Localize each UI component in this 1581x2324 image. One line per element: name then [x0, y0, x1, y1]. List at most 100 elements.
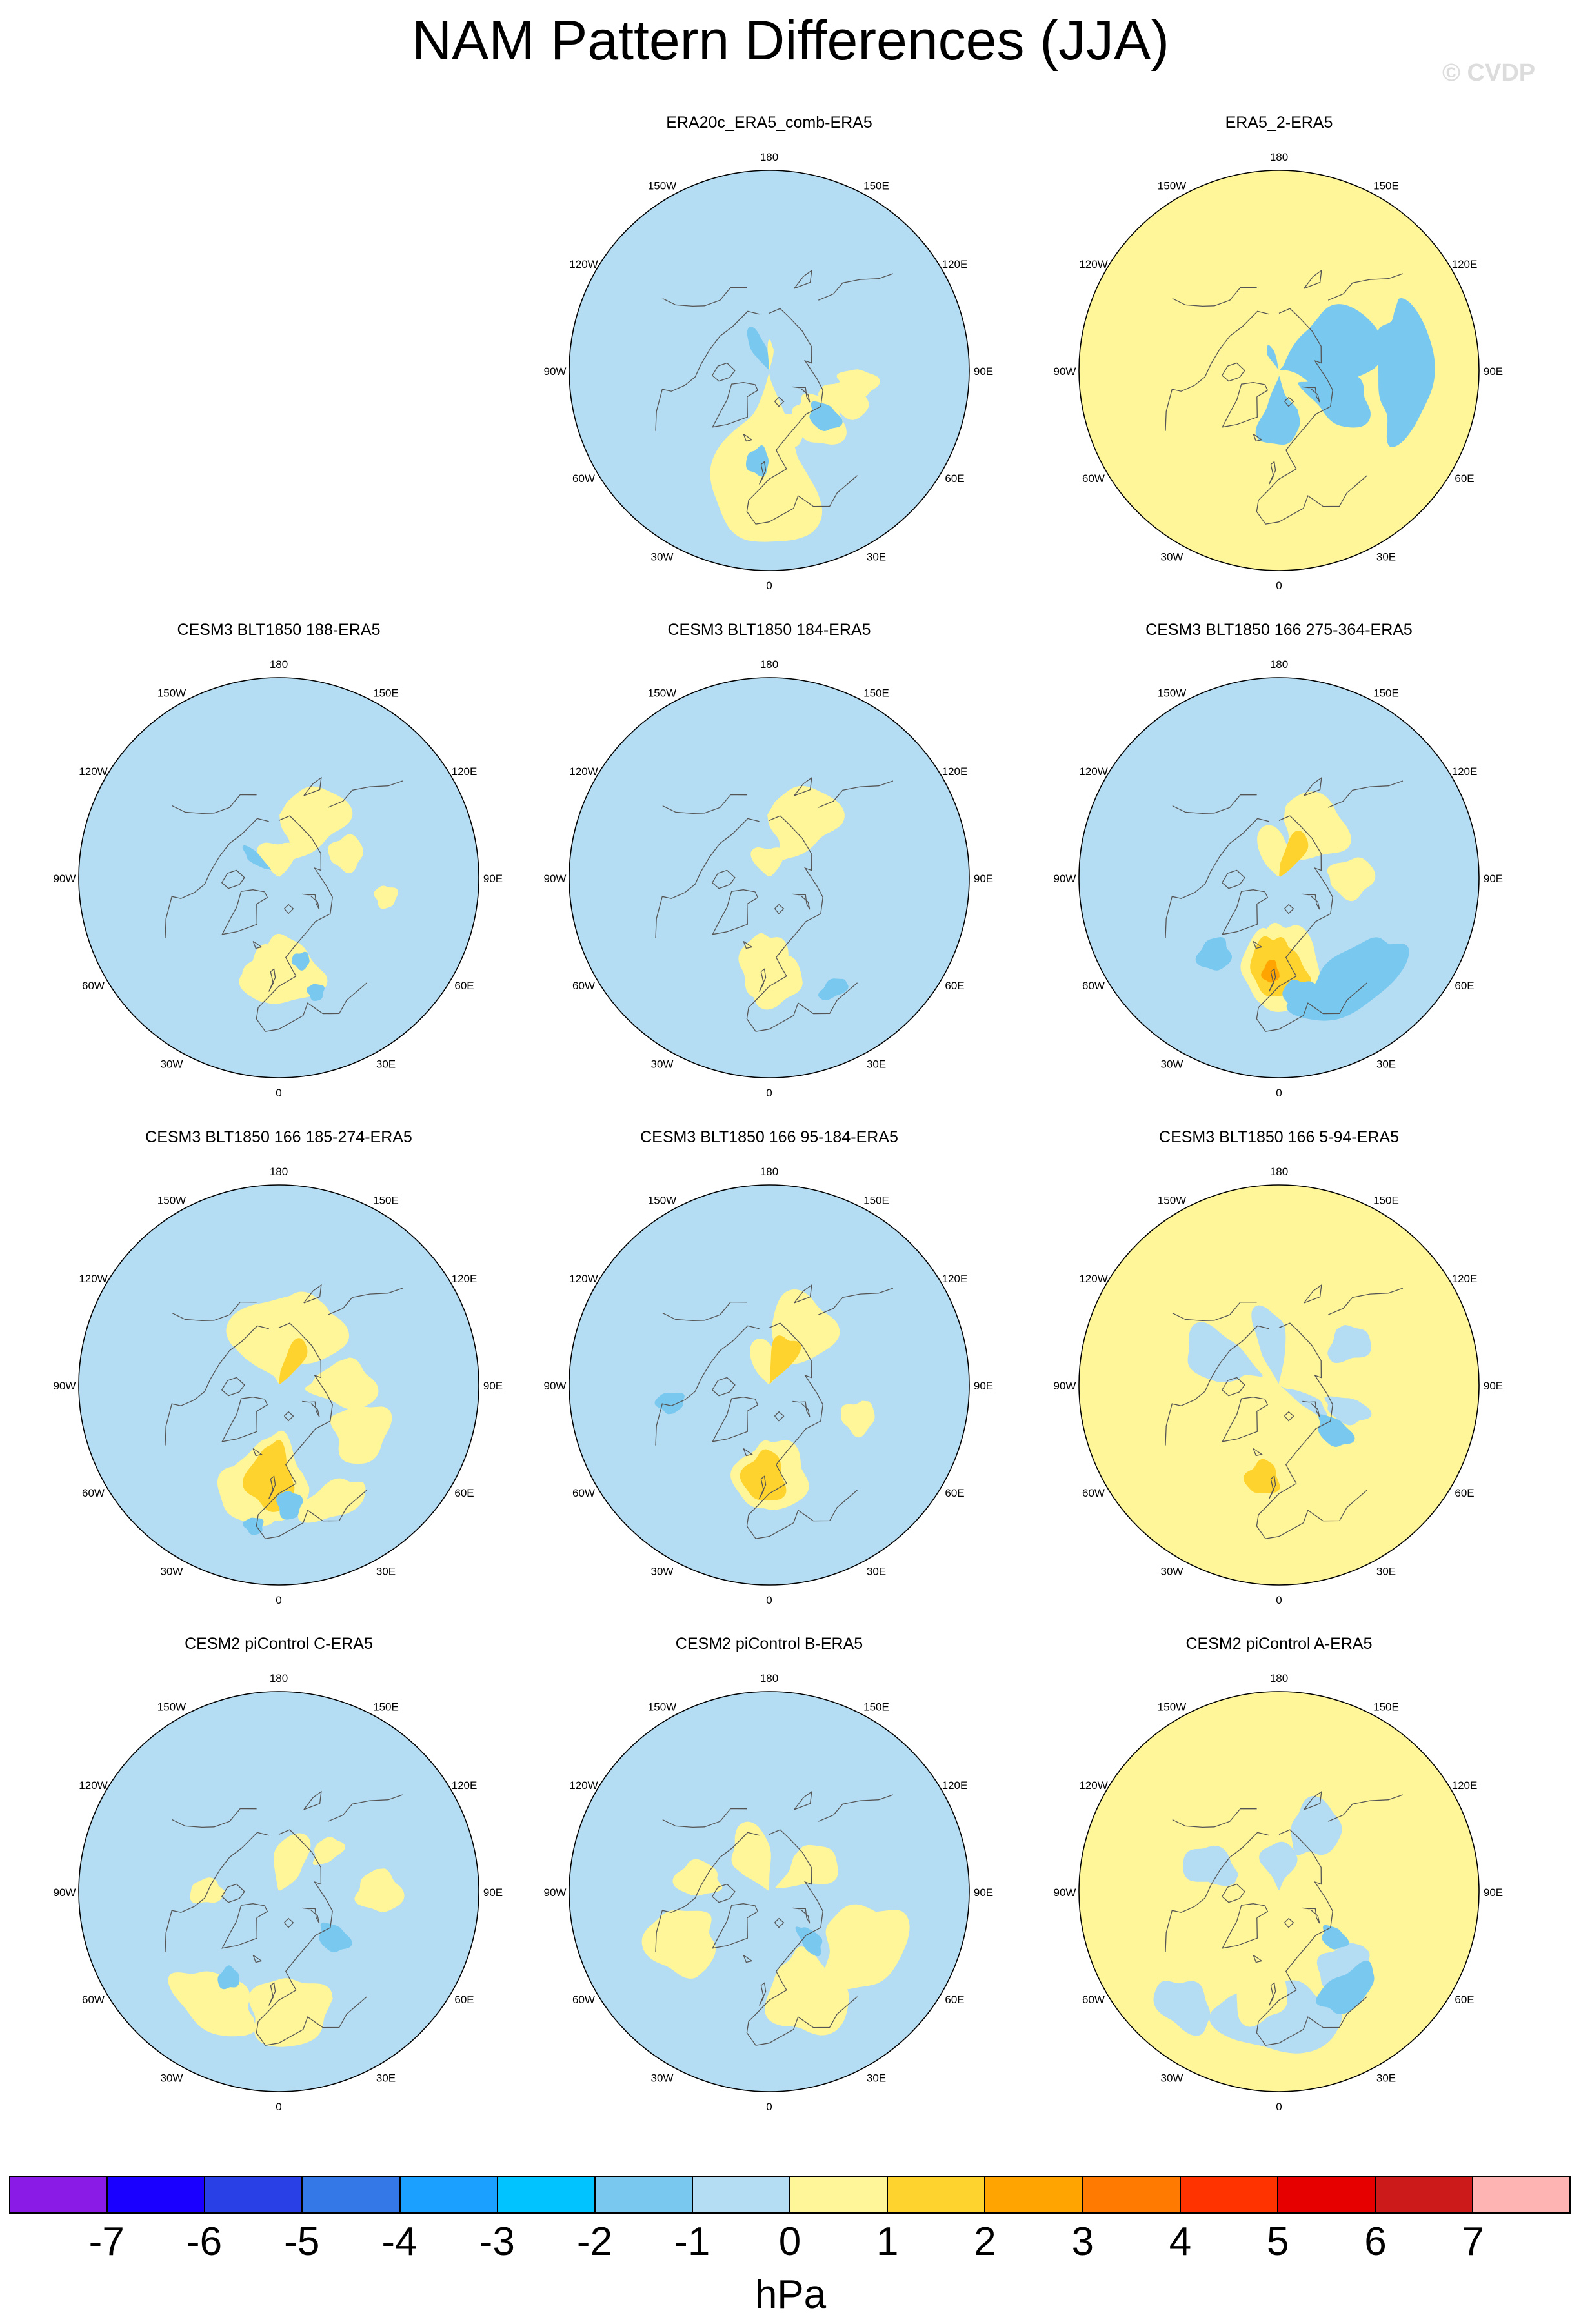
coastline	[221, 869, 245, 889]
coastline	[1302, 386, 1320, 403]
coastline	[1304, 1790, 1322, 1810]
panel-title: ERA5_2-ERA5	[1225, 114, 1333, 132]
longitude-label: 60E	[1455, 980, 1474, 992]
longitude-label: 120E	[942, 1273, 968, 1285]
polar-map: 180 150E 120E 90E 60E 30E 0 30W 60W 90W 120W 150W	[54, 1672, 503, 2113]
globe-outline	[569, 677, 970, 1078]
longitude-label: 150W	[648, 1195, 676, 1207]
positive-anomaly-region	[327, 834, 363, 874]
longitude-label: 30W	[651, 1566, 674, 1578]
longitude-label: 120W	[569, 1779, 598, 1792]
panel-title: CESM2 piControl A-ERA5	[1185, 1635, 1373, 1653]
longitude-label: 180	[760, 1672, 778, 1684]
longitude-label: 180	[760, 658, 778, 671]
coastline	[662, 287, 747, 307]
coastline	[1302, 893, 1320, 910]
coastline	[1269, 461, 1276, 485]
main-title: NAM Pattern Differences (JJA)	[411, 10, 1170, 72]
map-panel: CESM3 BLT1850 166 185-274-ERA5 180 150E 120…	[53, 1128, 505, 1638]
coastline	[165, 1325, 269, 1446]
longitude-label: 120E	[452, 765, 478, 778]
colorbar	[9, 2176, 1571, 2214]
longitude-label: 150W	[157, 1701, 186, 1713]
longitude-label: 180	[1270, 1672, 1288, 1684]
colorbar-box	[1473, 2177, 1569, 2212]
map-panel: CESM3 BLT1850 166 95-184-ERA5 180 150E 120E…	[543, 1128, 995, 1638]
coastline	[774, 1917, 785, 1928]
coastline	[792, 386, 811, 403]
colorbar-tick-label: 3	[1071, 2219, 1094, 2264]
coastline	[743, 433, 753, 442]
coastline	[711, 869, 736, 889]
coastline	[284, 904, 294, 914]
coastline	[172, 1808, 257, 1828]
coastline	[712, 1397, 759, 1442]
colorbar-tick-label: 6	[1364, 2219, 1387, 2264]
coastline	[284, 1917, 294, 1928]
positive-anomaly-region	[354, 1868, 405, 1912]
coastline	[655, 310, 760, 431]
coastline	[1269, 1982, 1276, 2006]
coastline	[1222, 382, 1269, 428]
coastline	[1253, 940, 1263, 949]
map-panel: CESM2 piControl A-ERA5 180 150E 120E 90E 60E 3…	[1053, 1635, 1505, 2145]
polar-map: 180 150E 120E 90E 60E 30E 0 30W 60W 90W 120W 150W	[54, 1166, 503, 1606]
longitude-label: 0	[766, 2101, 772, 2113]
longitude-label: 90W	[544, 365, 567, 378]
longitude-label: 150E	[863, 1195, 889, 1207]
longitude-label: 0	[276, 2101, 281, 2113]
panel-title: CESM3 BLT1850 166 185-274-ERA5	[145, 1128, 412, 1146]
colorbar-box	[1278, 2177, 1376, 2212]
coastline	[774, 1411, 785, 1422]
coastline	[284, 1411, 294, 1422]
colorbar-tick-label: 2	[974, 2219, 996, 2264]
negative-core-region	[276, 1491, 303, 1520]
longitude-label: 150W	[1158, 180, 1186, 192]
coastline	[711, 362, 736, 382]
coastline	[1256, 1990, 1368, 2046]
coastline	[746, 1990, 858, 2046]
longitude-label: 150W	[648, 687, 676, 700]
map-background	[79, 1185, 479, 1585]
longitude-label: 30E	[867, 551, 886, 563]
coastline	[1284, 396, 1294, 407]
coastline	[711, 1377, 736, 1397]
longitude-label: 180	[1270, 151, 1288, 163]
longitude-label: 150E	[373, 1701, 399, 1713]
longitude-label: 120E	[942, 765, 968, 778]
coastline	[769, 1322, 823, 1484]
coastline	[769, 1829, 823, 1990]
map-panel: CESM2 piControl B-ERA5 180 150E 120E 90E 60E 3…	[543, 1635, 995, 2145]
coastline	[774, 904, 785, 914]
longitude-label: 120E	[942, 1779, 968, 1792]
positive-anomaly-region	[373, 885, 398, 909]
positive-anomaly-region	[312, 1837, 345, 1865]
longitude-label: 120W	[569, 258, 598, 270]
longitude-label: 0	[766, 580, 772, 592]
coastline	[1304, 269, 1322, 289]
coastline	[221, 1397, 268, 1442]
coastline	[774, 396, 785, 407]
coastline	[743, 940, 753, 949]
coastline	[1269, 1475, 1276, 1499]
map-panel: CESM3 BLT1850 188-ERA5 180 150E 120E 90E 60E 3…	[53, 621, 505, 1131]
longitude-label: 0	[1276, 2101, 1282, 2113]
coastline	[327, 1794, 403, 1822]
negative-core-region	[654, 1393, 685, 1415]
longitude-label: 90E	[974, 1380, 993, 1392]
colorbar-box	[1180, 2177, 1278, 2212]
longitude-label: 150E	[863, 687, 889, 700]
longitude-label: 120W	[79, 765, 107, 778]
colorbar-box	[595, 2177, 693, 2212]
map-background	[569, 1692, 969, 2092]
coastline	[221, 1883, 245, 1903]
longitude-label: 0	[276, 1087, 281, 1099]
coastline	[302, 1907, 320, 1924]
positive-anomaly-region	[750, 847, 784, 877]
coastline	[1221, 869, 1245, 889]
coastline	[278, 1322, 333, 1484]
colorbar-box	[108, 2177, 206, 2212]
colorbar-tick-label: -2	[576, 2219, 613, 2264]
coastline	[1172, 1301, 1257, 1322]
longitude-label: 60E	[1455, 1994, 1474, 2006]
